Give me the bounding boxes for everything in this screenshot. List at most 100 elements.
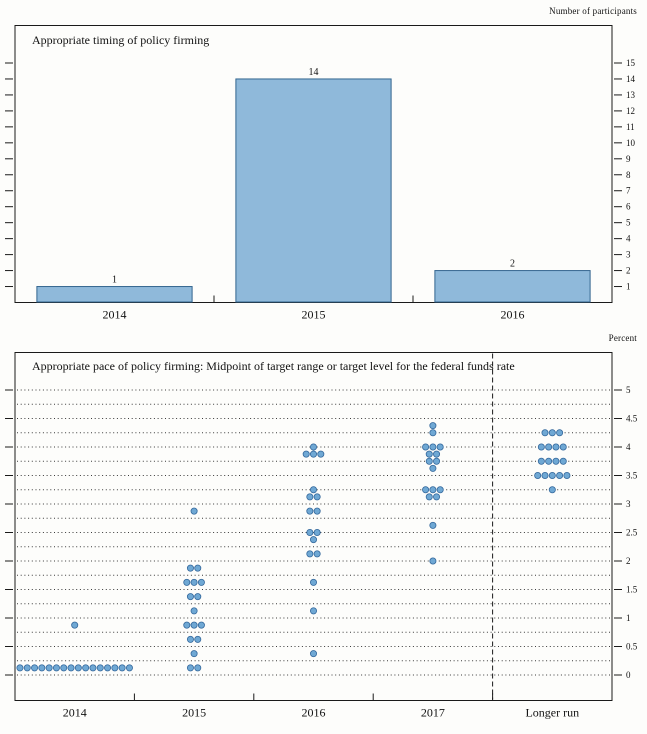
y-tick-label: 15 <box>626 58 636 68</box>
projection-dot <box>194 635 202 643</box>
projection-dot <box>552 457 560 465</box>
y-tick-label: 13 <box>626 90 636 100</box>
projection-dot <box>309 486 317 494</box>
projection-dot <box>548 472 556 480</box>
projection-dot <box>425 450 433 458</box>
y-tick-label: 2.5 <box>626 528 638 538</box>
y-tick-label: 7 <box>626 186 631 196</box>
projection-dot <box>306 507 314 515</box>
projection-dot <box>563 472 571 480</box>
projection-dot <box>425 457 433 465</box>
x-category-label: 2016 <box>501 308 525 322</box>
y-tick-label: 3 <box>626 499 631 509</box>
projection-dot <box>429 422 437 430</box>
y-tick-label: 2 <box>626 556 631 566</box>
pace-chart-frame <box>14 352 613 701</box>
projection-dot <box>559 443 567 451</box>
projection-dot <box>309 443 317 451</box>
projection-dot <box>31 664 39 672</box>
projection-dot <box>309 450 317 458</box>
bar-value-label: 14 <box>309 67 319 78</box>
projection-dot <box>548 486 556 494</box>
projection-dot <box>537 457 545 465</box>
projection-dot <box>23 664 31 672</box>
projection-dot <box>82 664 90 672</box>
y-tick-label: 0 <box>626 670 631 680</box>
x-category-label: Longer run <box>525 706 579 720</box>
y-tick-label: 10 <box>626 138 636 148</box>
projection-dot <box>89 664 97 672</box>
projection-dot <box>16 664 24 672</box>
projection-dot <box>556 472 564 480</box>
projection-dot <box>433 457 441 465</box>
projection-dot <box>313 528 321 536</box>
projection-dot <box>186 635 194 643</box>
projection-dot <box>111 664 119 672</box>
projection-dot <box>429 486 437 494</box>
y-tick-label: 4 <box>626 234 631 244</box>
y-tick-label: 4 <box>626 442 631 452</box>
projection-dot <box>537 443 545 451</box>
bottom-axis-unit-label: Percent <box>608 333 637 343</box>
bar-2016 <box>434 270 591 303</box>
projection-dot <box>74 664 82 672</box>
projection-dot <box>190 578 198 586</box>
timing-chart-title: Appropriate timing of policy firming <box>32 33 210 47</box>
projection-dot <box>197 621 205 629</box>
projection-dot <box>309 650 317 658</box>
y-tick-label: 4.5 <box>626 414 638 424</box>
projection-dot <box>429 557 437 565</box>
y-tick-label: 14 <box>626 74 636 84</box>
x-category-label: 2017 <box>421 706 445 720</box>
x-category-label: 2016 <box>302 706 326 720</box>
projection-dot <box>186 593 194 601</box>
bar-value-label: 1 <box>112 275 117 286</box>
y-tick-label: 12 <box>626 106 635 116</box>
projection-dot <box>541 472 549 480</box>
projection-dot <box>194 564 202 572</box>
projection-dot <box>309 607 317 615</box>
projection-dot <box>429 464 437 472</box>
y-tick-label: 1.5 <box>626 585 638 595</box>
projection-dot <box>541 429 549 437</box>
projection-dot <box>194 593 202 601</box>
projection-dot <box>425 493 433 501</box>
projection-dot <box>429 521 437 529</box>
bar-2014 <box>36 286 193 303</box>
projection-dot <box>67 664 75 672</box>
x-category-label: 2014 <box>103 308 127 322</box>
y-tick-label: 3.5 <box>626 471 638 481</box>
projection-dot <box>306 550 314 558</box>
y-tick-label: 1 <box>626 282 631 292</box>
y-tick-label: 0.5 <box>626 642 638 652</box>
projection-dot <box>186 564 194 572</box>
projection-dot <box>429 443 437 451</box>
y-tick-label: 2 <box>626 266 631 276</box>
y-tick-label: 9 <box>626 154 631 164</box>
x-category-label: 2014 <box>63 706 87 720</box>
projection-dot <box>422 486 430 494</box>
projection-dot <box>183 621 191 629</box>
projection-dot <box>190 507 198 515</box>
projection-dot <box>194 664 202 672</box>
projection-dot <box>190 621 198 629</box>
projection-dot <box>429 429 437 437</box>
projection-dot <box>436 443 444 451</box>
y-tick-label: 11 <box>626 122 635 132</box>
projection-dot <box>534 472 542 480</box>
pace-dot-plot-chart: 0 0.5 1 1.5 2 2.5 3 3.5 4 4.5 5 2014 2015 2016 2017 Lon… <box>5 352 638 720</box>
projection-dot <box>436 486 444 494</box>
top-axis-unit-label: Number of participants <box>549 6 637 16</box>
projection-dot <box>306 493 314 501</box>
projection-dot <box>302 450 310 458</box>
y-tick-label: 6 <box>626 202 631 212</box>
projection-dot <box>197 578 205 586</box>
projection-dot <box>306 528 314 536</box>
projection-dot <box>313 493 321 501</box>
projection-dot <box>96 664 104 672</box>
y-tick-label: 1 <box>626 613 631 623</box>
projection-dot <box>313 507 321 515</box>
projection-dot <box>45 664 53 672</box>
y-tick-label: 5 <box>626 385 631 395</box>
